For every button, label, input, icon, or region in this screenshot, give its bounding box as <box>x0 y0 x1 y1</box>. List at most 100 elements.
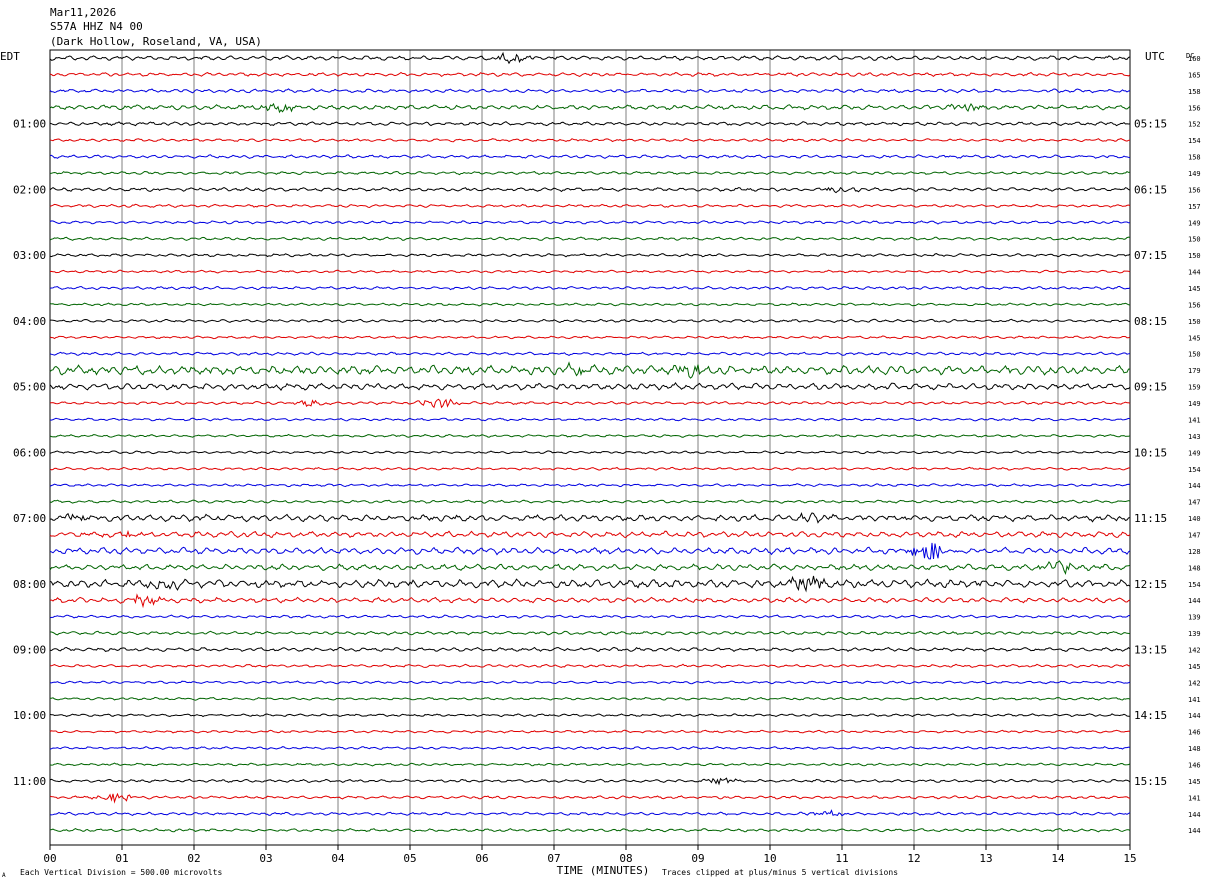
dc-offset-label: 142 <box>1188 679 1201 687</box>
trace-row <box>49 88 1131 94</box>
left-hour-label: 04:00 <box>13 315 46 328</box>
dc-offset-label: 128 <box>1188 548 1201 556</box>
dc-offset-label: 146 <box>1188 729 1201 737</box>
dc-offset-label: 141 <box>1188 696 1201 704</box>
left-hour-label: 03:00 <box>13 249 46 262</box>
left-hour-label: 01:00 <box>13 118 46 131</box>
x-tick-label: 02 <box>187 852 200 865</box>
x-tick-label: 04 <box>331 852 345 865</box>
dc-offset-label: 156 <box>1188 301 1201 309</box>
dc-offset-label: 145 <box>1188 778 1201 786</box>
trace-row <box>49 382 1131 391</box>
dc-offset-label: 148 <box>1188 564 1201 572</box>
trace-row <box>49 220 1130 225</box>
dc-offset-label: 142 <box>1188 646 1201 654</box>
date-label: Mar11,2026 <box>50 6 116 19</box>
trace-row <box>50 318 1131 324</box>
dc-offset-label: 156 <box>1188 186 1201 194</box>
dc-offset-label: 140 <box>1188 515 1201 523</box>
trace-row <box>50 696 1131 701</box>
dc-offset-label: 143 <box>1188 433 1201 441</box>
trace-row <box>49 646 1131 653</box>
trace-row <box>50 663 1131 668</box>
dc-offset-label: 156 <box>1188 104 1201 112</box>
x-tick-label: 15 <box>1123 852 1136 865</box>
grid-lines <box>49 49 1131 846</box>
x-tick-label: 13 <box>979 852 992 865</box>
right-hour-label: 11:15 <box>1134 512 1167 525</box>
dc-offset-label: 160 <box>1188 55 1201 63</box>
dc-offset-label: 157 <box>1188 203 1201 211</box>
right-hour-label: 14:15 <box>1134 709 1167 722</box>
trace-row <box>49 809 1131 817</box>
right-hour-label: 09:15 <box>1134 381 1167 394</box>
trace-row <box>49 828 1131 833</box>
trace-row <box>49 51 1131 65</box>
right-hour-label: 10:15 <box>1134 446 1167 459</box>
trace-row <box>49 170 1131 176</box>
left-hour-label: 06:00 <box>13 446 46 459</box>
location-label: (Dark Hollow, Roseland, VA, USA) <box>50 35 262 48</box>
x-tick-label: 05 <box>403 852 416 865</box>
trace-row <box>49 777 1131 786</box>
x-tick-label: 08 <box>619 852 632 865</box>
dc-offset-label: 146 <box>1188 761 1201 769</box>
x-tick-label: 12 <box>907 852 920 865</box>
trace-row <box>49 466 1131 471</box>
trace-row <box>49 792 1131 804</box>
left-hour-label: 09:00 <box>13 643 46 656</box>
plot-frame <box>49 49 1131 846</box>
trace-row <box>49 361 1131 379</box>
x-tick-label: 03 <box>259 852 272 865</box>
trace-row <box>49 630 1131 636</box>
left-hour-label: 02:00 <box>13 183 46 196</box>
dc-offset-label: 144 <box>1188 597 1201 605</box>
left-hour-label: 07:00 <box>13 512 46 525</box>
dc-offset-label: 144 <box>1188 269 1201 277</box>
left-hour-label: 05:00 <box>13 381 46 394</box>
dc-offset-label: 179 <box>1188 367 1201 375</box>
scale-note: Each Vertical Division = 500.00 microvol… <box>20 868 222 877</box>
dc-offset-label: 147 <box>1188 531 1201 539</box>
dc-offset-label: 147 <box>1188 499 1201 507</box>
corner-mark: A <box>2 872 6 879</box>
dc-offset-label: 149 <box>1188 400 1201 408</box>
trace-row <box>49 71 1131 78</box>
trace-row <box>49 203 1131 209</box>
right-hour-label: 08:15 <box>1134 315 1167 328</box>
right-hour-label: 06:15 <box>1134 183 1167 196</box>
left-hour-labels: 01:00 02:00 03:00 04:00 05:00 06:00 07:00 08:00… <box>13 118 46 788</box>
trace-row <box>49 746 1131 751</box>
trace-row <box>49 269 1131 274</box>
trace-row <box>49 236 1131 241</box>
dc-offset-label: 141 <box>1188 794 1201 802</box>
dc-offset-label: 145 <box>1188 334 1201 342</box>
trace-row <box>49 512 1131 524</box>
seismic-traces <box>49 51 1131 833</box>
dc-offset-label: 139 <box>1188 630 1201 638</box>
right-hour-label: 07:15 <box>1134 249 1167 262</box>
dc-offset-label: 150 <box>1188 236 1201 244</box>
dc-offset-label: 154 <box>1188 137 1201 145</box>
right-hour-label: 15:15 <box>1134 775 1167 788</box>
x-axis-ticks: 00 01 02 03 04 05 06 07 08 09 10 11 12 13 14 15 <box>43 845 1137 865</box>
right-hour-label: 12:15 <box>1134 578 1167 591</box>
trace-row <box>49 450 1131 455</box>
trace-row <box>49 542 1131 560</box>
dc-offset-label: 159 <box>1188 384 1201 392</box>
trace-row <box>49 253 1131 258</box>
dc-offset-label: 154 <box>1188 581 1201 589</box>
trace-row <box>49 483 1131 488</box>
dc-offset-label: 150 <box>1188 252 1201 260</box>
trace-row <box>49 713 1131 718</box>
dc-offset-label: 158 <box>1188 154 1201 162</box>
dc-offset-label: 154 <box>1188 466 1201 474</box>
dc-offset-label: 152 <box>1188 121 1201 129</box>
right-hour-label: 13:15 <box>1134 643 1167 656</box>
trace-row <box>49 614 1131 619</box>
dc-offset-label: 139 <box>1188 614 1201 622</box>
trace-row <box>49 121 1131 127</box>
x-tick-label: 00 <box>43 852 56 865</box>
dc-offset-label: 150 <box>1188 351 1201 359</box>
